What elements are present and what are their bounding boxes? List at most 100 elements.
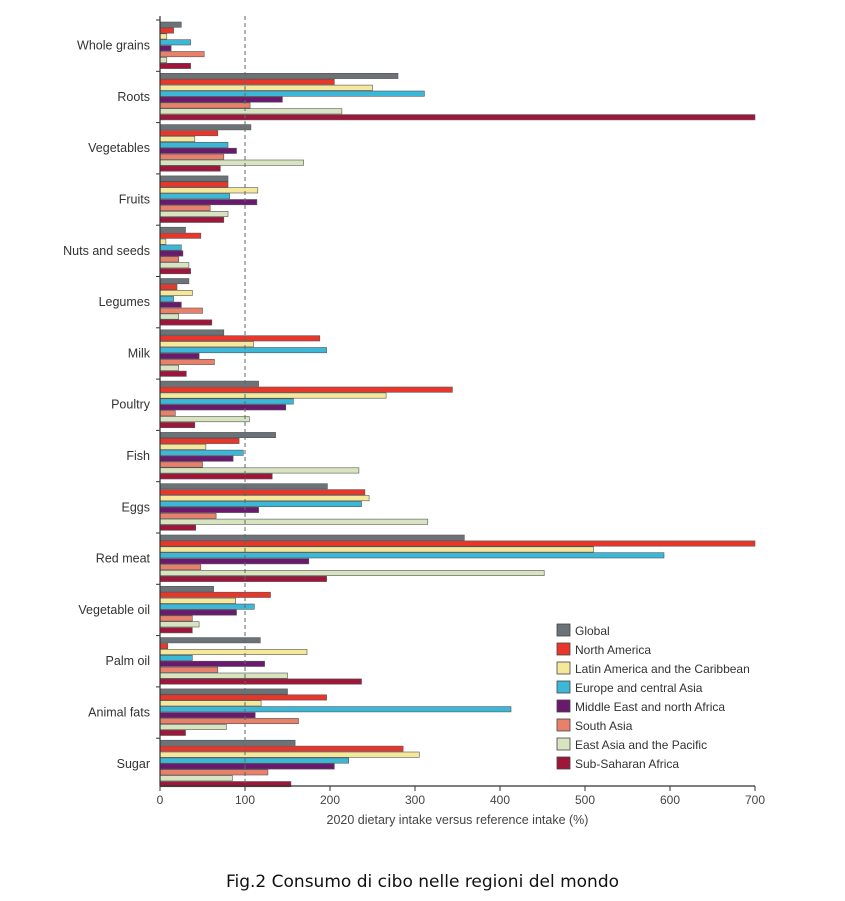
bar-legumes-south-asia — [159, 307, 203, 314]
bar-fruits-europe-and-central-asia — [159, 193, 230, 200]
bar-animal-fats-global — [159, 688, 288, 695]
bar-eggs-sub-saharan-africa — [159, 524, 197, 531]
bar-sugar-middle-east-and-north-africa — [159, 763, 335, 770]
x-axis-label: 2020 dietary intake versus reference int… — [327, 813, 589, 827]
bar-palm-oil-sub-saharan-africa — [159, 678, 362, 685]
legend-swatch-europe-and-central-asia — [556, 680, 571, 694]
bar-whole-grains-south-asia — [159, 51, 205, 58]
bar-sugar-north-america — [159, 745, 404, 752]
category-label: Fruits — [119, 193, 150, 207]
bar-eggs-latin-america-and-the-caribbean — [159, 495, 370, 502]
bar-sugar-global — [159, 739, 296, 746]
legend-label: Sub-Saharan Africa — [575, 757, 679, 771]
bar-red-meat-sub-saharan-africa — [159, 575, 327, 582]
bar-sugar-europe-and-central-asia — [159, 757, 349, 764]
bar-whole-grains-latin-america-and-the-caribbean — [159, 33, 168, 40]
bar-eggs-middle-east-and-north-africa — [159, 506, 259, 513]
bar-nuts-and-seeds-north-america — [159, 232, 202, 239]
bar-vegetable-oil-sub-saharan-africa — [159, 627, 193, 634]
bar-sugar-south-asia — [159, 769, 269, 776]
bar-whole-grains-europe-and-central-asia — [159, 39, 191, 46]
bar-poultry-latin-america-and-the-caribbean — [159, 392, 387, 399]
bar-poultry-south-asia — [159, 410, 176, 417]
bar-fruits-middle-east-and-north-africa — [159, 199, 258, 206]
bar-whole-grains-north-america — [159, 27, 174, 34]
bar-milk-sub-saharan-africa — [159, 370, 187, 377]
bar-red-meat-global — [159, 534, 465, 541]
bar-fruits-latin-america-and-the-caribbean — [159, 187, 259, 194]
bar-whole-grains-east-asia-and-the-pacific — [159, 57, 168, 64]
category-label: Vegetable oil — [78, 603, 150, 617]
legend-swatch-north-america — [556, 642, 571, 656]
bar-milk-global — [159, 329, 225, 336]
category-label: Milk — [128, 346, 151, 360]
x-tick-label: 300 — [405, 793, 425, 807]
bar-legumes-sub-saharan-africa — [159, 319, 213, 326]
legend-label: North America — [575, 643, 651, 657]
bar-poultry-middle-east-and-north-africa — [159, 404, 287, 411]
bar-legumes-latin-america-and-the-caribbean — [159, 289, 193, 296]
category-label: Whole grains — [77, 39, 150, 53]
x-tick-label: 400 — [490, 793, 510, 807]
category-label: Red meat — [96, 552, 151, 566]
category-label: Nuts and seeds — [63, 244, 150, 258]
bar-red-meat-middle-east-and-north-africa — [159, 558, 310, 565]
bar-milk-north-america — [159, 335, 321, 342]
bar-eggs-north-america — [159, 489, 366, 496]
bar-nuts-and-seeds-latin-america-and-the-caribbean — [159, 238, 167, 245]
bar-roots-europe-and-central-asia — [159, 90, 425, 97]
bar-palm-oil-east-asia-and-the-pacific — [159, 672, 288, 679]
bar-roots-east-asia-and-the-pacific — [159, 108, 343, 115]
legend-swatch-sub-saharan-africa — [556, 756, 571, 770]
bar-fish-north-america — [159, 437, 240, 444]
bar-vegetables-north-america — [159, 130, 219, 137]
bar-red-meat-north-america — [159, 540, 756, 547]
bar-nuts-and-seeds-south-asia — [159, 256, 180, 263]
bar-vegetable-oil-middle-east-and-north-africa — [159, 609, 237, 616]
x-tick-label: 100 — [235, 793, 255, 807]
legend-swatch-south-asia — [556, 718, 571, 732]
bar-legumes-middle-east-and-north-africa — [159, 301, 182, 308]
bar-vegetable-oil-global — [159, 585, 214, 592]
category-label: Animal fats — [88, 706, 150, 720]
bar-animal-fats-north-america — [159, 694, 327, 701]
legend-label: Global — [575, 624, 610, 638]
bar-fish-europe-and-central-asia — [159, 449, 244, 456]
bar-vegetables-middle-east-and-north-africa — [159, 147, 237, 154]
bar-roots-south-asia — [159, 102, 251, 109]
bar-roots-global — [159, 73, 399, 79]
bar-legumes-global — [159, 278, 190, 285]
x-tick-label: 700 — [745, 793, 765, 807]
bar-animal-fats-middle-east-and-north-africa — [159, 712, 256, 719]
legend-swatch-latin-america-and-the-caribbean — [556, 661, 571, 675]
bar-fish-south-asia — [159, 461, 203, 468]
category-label: Vegetables — [88, 141, 150, 155]
bar-vegetables-east-asia-and-the-pacific — [159, 159, 304, 166]
x-tick-label: 200 — [320, 793, 340, 807]
legend-label: Europe and central Asia — [575, 681, 703, 695]
bar-legumes-north-america — [159, 284, 178, 290]
bar-fish-latin-america-and-the-caribbean — [159, 443, 207, 450]
bar-whole-grains-sub-saharan-africa — [159, 62, 191, 69]
bar-fruits-sub-saharan-africa — [159, 216, 225, 223]
bar-palm-oil-north-america — [159, 643, 168, 650]
bar-red-meat-east-asia-and-the-pacific — [159, 570, 545, 577]
bar-animal-fats-east-asia-and-the-pacific — [159, 723, 227, 730]
bar-animal-fats-sub-saharan-africa — [159, 729, 186, 736]
legend-label: Middle East and north Africa — [575, 700, 725, 714]
bar-animal-fats-latin-america-and-the-caribbean — [159, 700, 262, 707]
legend-label: South Asia — [575, 719, 633, 733]
category-label: Roots — [117, 90, 150, 104]
legend-label: East Asia and the Pacific — [575, 738, 707, 752]
category-label: Fish — [126, 449, 150, 463]
bar-roots-latin-america-and-the-caribbean — [159, 84, 373, 91]
bar-vegetables-south-asia — [159, 153, 225, 160]
bar-vegetables-global — [159, 124, 252, 131]
bar-fruits-south-asia — [159, 205, 211, 211]
bar-fish-east-asia-and-the-pacific — [159, 467, 360, 474]
bar-sugar-latin-america-and-the-caribbean — [159, 751, 420, 758]
bar-nuts-and-seeds-middle-east-and-north-africa — [159, 250, 184, 257]
bar-vegetables-latin-america-and-the-caribbean — [159, 136, 196, 142]
bar-poultry-europe-and-central-asia — [159, 398, 294, 405]
bar-poultry-north-america — [159, 386, 453, 393]
